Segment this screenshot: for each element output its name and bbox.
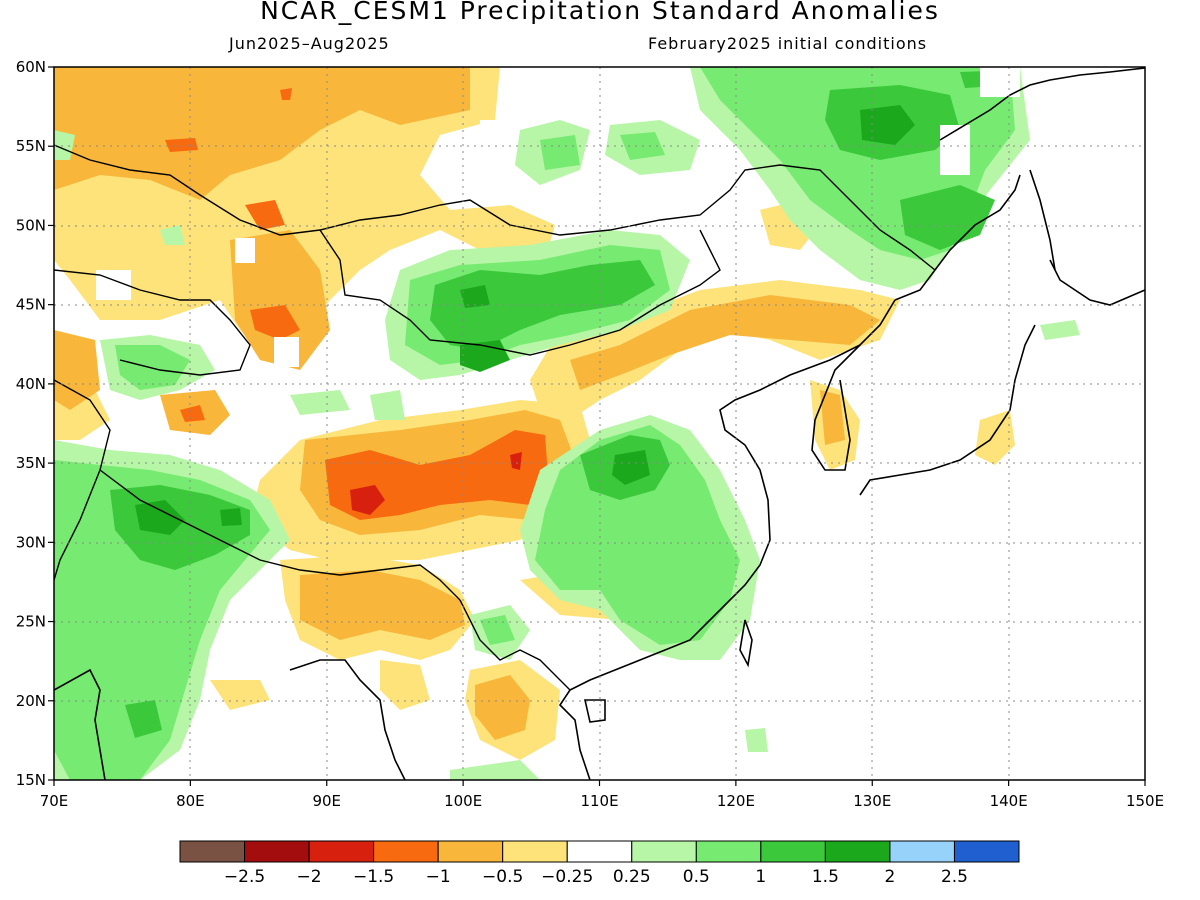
colorbar-label: −2: [297, 867, 322, 887]
colorbar-label: 0.25: [613, 867, 651, 887]
lon-tick-label: 80E: [176, 792, 205, 810]
japan-hokkaido: [1049, 259, 1145, 306]
colorbar-swatch: [695, 840, 762, 863]
hainan: [583, 699, 606, 723]
colorbar-label: 1: [755, 867, 766, 887]
anomaly-shading: [54, 67, 1080, 780]
japan-honshu: [859, 324, 1036, 496]
lat-tick-label: 40N: [16, 375, 46, 393]
lon-tick-label: 90E: [312, 792, 341, 810]
southeast-asia-border: [459, 599, 571, 691]
lon-tick-label: 130E: [853, 792, 891, 810]
season-label: Jun2025–Aug2025: [229, 34, 390, 53]
lat-tick-label: 15N: [16, 771, 46, 789]
colorbar-swatch: [373, 840, 439, 863]
lat-tick-label: 25N: [16, 613, 46, 631]
colorbar-swatch: [953, 840, 1020, 863]
mongolia-border: [319, 229, 721, 356]
country-borders: [54, 144, 936, 691]
colorbar-swatch: [502, 840, 568, 863]
colorbar-label: 0.5: [683, 867, 710, 887]
sakhalin: [1029, 169, 1056, 271]
russia-border: [54, 144, 936, 271]
russia-pacific-coast: [939, 67, 1145, 141]
colorbar-label: −0.25: [541, 867, 593, 887]
lat-tick-label: 55N: [16, 137, 46, 155]
colorbar-label: −2.5: [224, 867, 265, 887]
lon-tick-label: 110E: [580, 792, 618, 810]
lon-tick-label: 120E: [717, 792, 755, 810]
himalaya-border: [99, 469, 461, 601]
initial-conditions-label: February2025 initial conditions: [648, 34, 928, 53]
colorbar-swatch: [179, 840, 246, 863]
colorbar-label: −1: [426, 867, 451, 887]
lon-tick-label: 100E: [444, 792, 482, 810]
lon-tick-label: 70E: [40, 792, 69, 810]
colorbar-swatch: [889, 840, 955, 863]
china-east-coast: [558, 299, 896, 780]
lon-tick-label: 150E: [1126, 792, 1164, 810]
lat-tick-label: 50N: [16, 216, 46, 234]
lon-tick-label: 140E: [990, 792, 1028, 810]
colorbar-label: 2: [885, 867, 896, 887]
lat-tick-label: 60N: [16, 58, 46, 76]
lat-tick-label: 30N: [16, 533, 46, 551]
lat-tick-label: 45N: [16, 296, 46, 314]
india-west-coast: [54, 668, 106, 780]
colorbar-swatch: [631, 840, 697, 863]
coastlines: [54, 67, 1145, 780]
colorbar-swatch: [244, 840, 310, 863]
colorbar-label: −0.5: [482, 867, 523, 887]
chart-title: NCAR_CESM1 Precipitation Standard Anomal…: [260, 0, 940, 25]
korea-coast: [811, 344, 861, 471]
colorbar-swatch: [308, 840, 375, 863]
anomaly-band-minus-1-5: [350, 452, 522, 515]
anomaly-band-plus-1-5: [135, 105, 915, 535]
siberia-coast: [894, 174, 1021, 301]
colorbar: −2.5 −2 −1.5 −1 −0.5 −0.25 0.25 0.5 1 1.5 2 2.5: [179, 840, 1020, 887]
lat-tick-label: 20N: [16, 692, 46, 710]
colorbar-label: 1.5: [812, 867, 839, 887]
lat-tick-label: 35N: [16, 454, 46, 472]
india-border: [54, 379, 111, 581]
colorbar-swatch: [824, 840, 891, 863]
colorbar-swatch: [566, 840, 633, 863]
colorbar-swatch: [437, 840, 504, 863]
taiwan: [739, 619, 753, 668]
axes: 70E 80E 90E 100E 110E 120E 130E 140E 150E 15N 20N 2…: [16, 58, 1164, 810]
colorbar-swatch: [760, 840, 826, 863]
colorbar-label: 2.5: [941, 867, 968, 887]
colorbar-label: −1.5: [353, 867, 394, 887]
bay-of-bengal-coast: [289, 659, 406, 780]
kazakhstan-border: [54, 269, 251, 376]
